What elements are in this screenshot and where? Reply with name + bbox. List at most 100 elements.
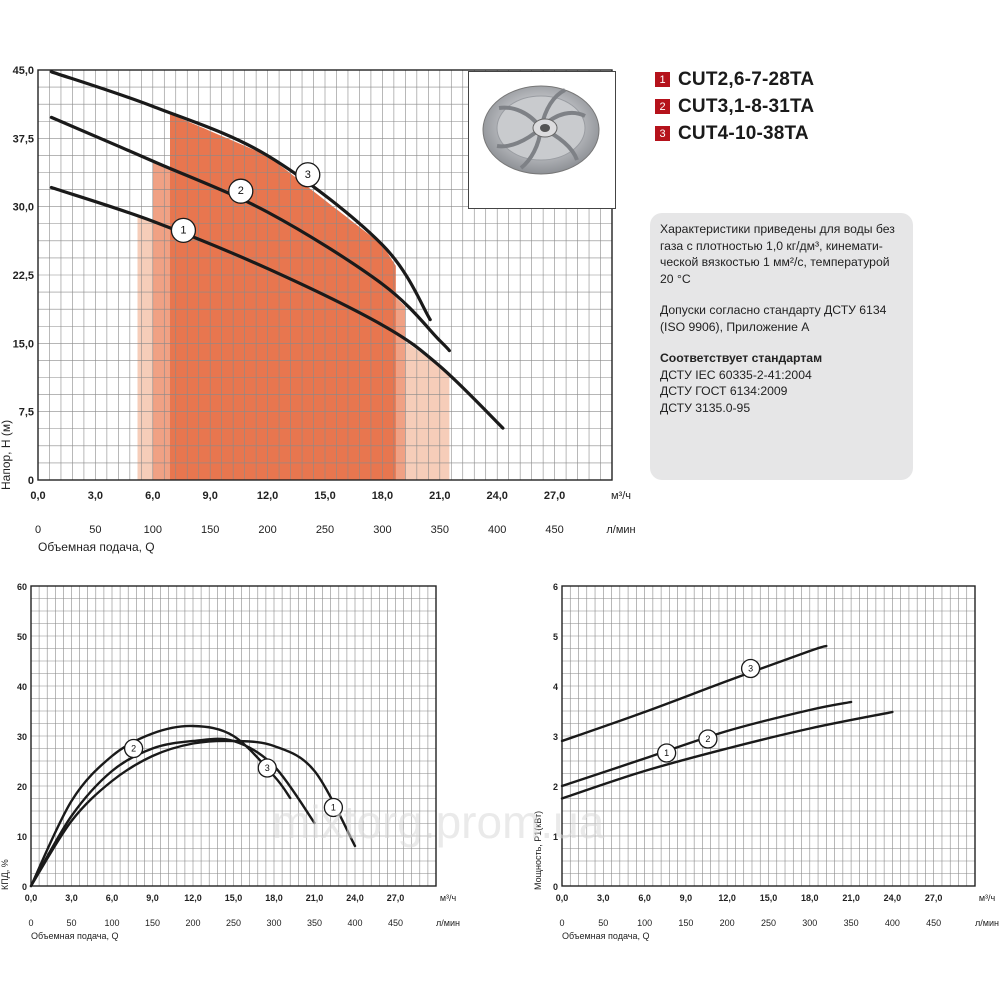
y-tick-label: 45,0 <box>13 65 34 77</box>
marker-circle <box>656 743 677 763</box>
marker-label: 3 <box>748 664 753 674</box>
x-tick-label: 27,0 <box>544 490 565 502</box>
x2-tick-label: 150 <box>678 918 693 928</box>
x-tick-label: 21,0 <box>842 893 860 903</box>
x-axis-title: Объемная подача, Q <box>38 540 155 554</box>
info-conditions: Характеристики приведены для воды без га… <box>660 222 895 286</box>
y-tick-label: 22,5 <box>13 270 34 282</box>
marker-circle <box>123 738 144 759</box>
x-tick-label: 3,0 <box>88 490 103 502</box>
x2-unit-label: л/мин <box>975 918 999 928</box>
legend-item: 2 CUT3,1-8-31TA <box>655 93 814 120</box>
x2-tick-label: 300 <box>802 918 817 928</box>
plot-frame <box>37 69 613 481</box>
x2-tick-label: 50 <box>598 918 608 928</box>
series-marker-2: 2 <box>698 729 718 749</box>
x2-tick-label: 250 <box>761 918 776 928</box>
marker-label: 2 <box>131 744 136 754</box>
x2-tick-label: 250 <box>226 918 241 928</box>
x-axis-title: Объемная подача, Q <box>562 931 649 941</box>
x2-tick-label: 350 <box>844 918 859 928</box>
x-tick-label: 15,0 <box>760 893 778 903</box>
marker-circle <box>740 658 761 679</box>
x-tick-label: 21,0 <box>306 893 324 903</box>
x2-tick-label: 300 <box>266 918 281 928</box>
y-tick-label: 15,0 <box>13 338 34 350</box>
impeller-icon <box>482 85 600 175</box>
legend-model-name: CUT3,1-8-31TA <box>678 95 815 117</box>
x2-tick-label: 400 <box>885 918 900 928</box>
x2-tick-label: 200 <box>185 918 200 928</box>
y-tick-label: 0 <box>22 882 27 892</box>
series-line-1 <box>29 739 357 888</box>
y-tick-label: 50 <box>17 632 27 642</box>
y-tick-label: 30 <box>17 732 27 742</box>
plot-frame <box>561 585 976 887</box>
series-line-3 <box>49 70 432 322</box>
watermark: mixtorg.prom.ua <box>272 796 605 848</box>
x-tick-label: 27,0 <box>925 893 943 903</box>
x-tick-label: 6,0 <box>106 893 119 903</box>
x-tick-label: 24,0 <box>884 893 902 903</box>
x2-tick-label: 450 <box>545 524 563 536</box>
series-marker-1: 1 <box>323 797 344 818</box>
marker-circle <box>323 797 344 818</box>
y-tick-label: 1 <box>553 832 558 842</box>
series-marker-3: 3 <box>740 658 761 679</box>
x2-unit-label: л/мин <box>436 918 460 928</box>
info-standard-line: ДСТУ 3135.0-95 <box>660 400 751 415</box>
y-tick-label: 6 <box>553 582 558 592</box>
marker-label: 2 <box>705 734 710 744</box>
x2-tick-label: 400 <box>488 524 506 536</box>
x-tick-label: 21,0 <box>429 490 450 502</box>
x-tick-label: 24,0 <box>486 490 507 502</box>
x-tick-label: 12,0 <box>184 893 202 903</box>
x-unit-label: м³/ч <box>979 893 996 903</box>
info-tolerances: Допуски согласно стандарту ДСТУ 6134 (IS… <box>660 303 887 334</box>
marker-label: 3 <box>305 169 311 181</box>
x2-tick-label: 50 <box>89 524 101 536</box>
x2-tick-label: 100 <box>144 524 162 536</box>
y-tick-label: 60 <box>17 582 27 592</box>
x-tick-label: 3,0 <box>65 893 78 903</box>
legend-item: 3 CUT4-10-38TA <box>655 120 814 147</box>
series-line-1 <box>560 710 894 800</box>
series-line-2 <box>560 700 853 788</box>
series-marker-3: 3 <box>295 162 321 188</box>
x2-tick-label: 100 <box>637 918 652 928</box>
y-axis-title: КПД, % <box>0 859 10 890</box>
y-tick-label: 37,5 <box>13 133 34 145</box>
x2-tick-label: 150 <box>145 918 160 928</box>
series-line-3 <box>560 644 828 743</box>
info-box: Характеристики приведены для воды без га… <box>650 213 913 480</box>
series-marker-1: 1 <box>656 743 677 763</box>
x-tick-label: 0,0 <box>556 893 569 903</box>
x-tick-label: 9,0 <box>146 893 159 903</box>
impeller-photo <box>468 71 616 209</box>
x2-tick-label: 0 <box>559 918 564 928</box>
legend-item: 1 CUT2,6-7-28TA <box>655 66 814 93</box>
marker-circle <box>228 178 254 204</box>
series-marker-2: 2 <box>228 178 254 204</box>
x-tick-label: 18,0 <box>265 893 283 903</box>
marker-label: 2 <box>238 185 244 197</box>
marker-circle <box>257 758 277 778</box>
x2-unit-label: л/мин <box>606 524 635 536</box>
marker-label: 1 <box>664 748 669 758</box>
x-unit-label: м³/ч <box>440 893 457 903</box>
legend: 1 CUT2,6-7-28TA 2 CUT3,1-8-31TA 3 CUT4-1… <box>655 66 814 147</box>
legend-badge: 3 <box>655 126 670 141</box>
info-standard-line: ДСТУ ГОСТ 6134:2009 <box>660 384 788 398</box>
y-tick-label: 30,0 <box>13 202 34 214</box>
x2-tick-label: 350 <box>307 918 322 928</box>
x2-tick-label: 300 <box>373 524 391 536</box>
x-tick-label: 0,0 <box>25 893 38 903</box>
legend-badge: 1 <box>655 72 670 87</box>
plot-frame <box>30 585 437 887</box>
x-tick-label: 12,0 <box>718 893 736 903</box>
marker-circle <box>698 729 718 749</box>
legend-badge: 2 <box>655 99 670 114</box>
x2-tick-label: 150 <box>201 524 219 536</box>
info-standards-title: Соответствует стандартам <box>660 351 823 365</box>
